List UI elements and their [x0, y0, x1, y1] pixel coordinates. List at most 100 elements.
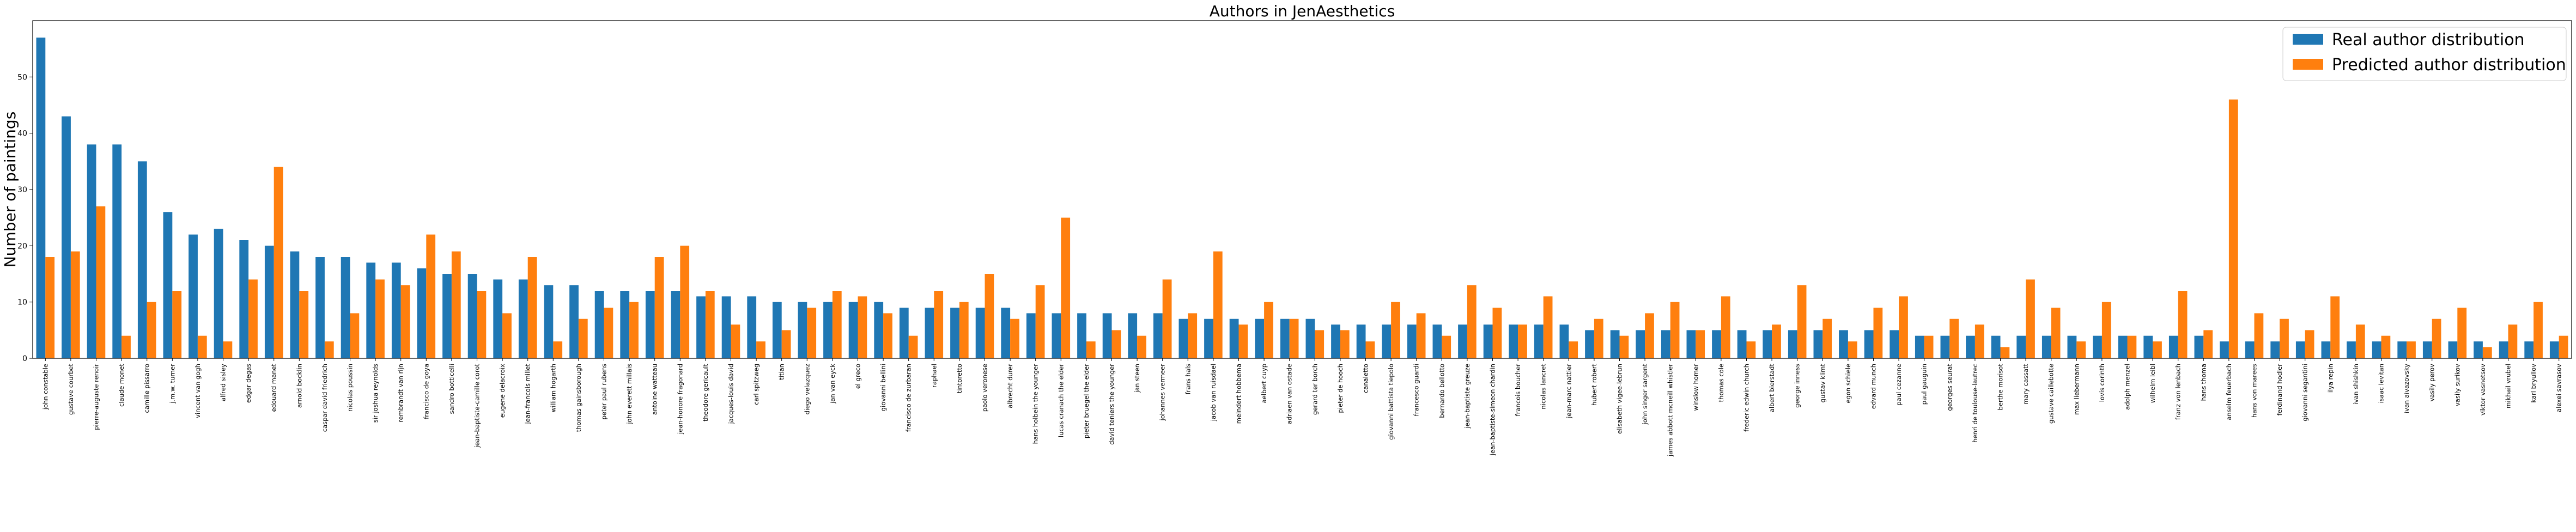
x-tick-label: paul cezanne — [1895, 364, 1903, 406]
predicted-bar — [2381, 335, 2391, 358]
predicted-bar — [451, 251, 461, 358]
x-tick-label: george inness — [1794, 364, 1801, 408]
predicted-bar — [121, 335, 131, 358]
real-bar — [1280, 319, 1290, 358]
predicted-bar — [1035, 285, 1045, 358]
x-tick-label: henri de toulouse-lautrec — [1971, 364, 1979, 443]
x-tick-label: mary cassatt — [2022, 364, 2030, 405]
x-axis-ticks: john constable gustave courbet pierre-augu… — [41, 358, 2563, 457]
real-bar — [1686, 330, 1696, 358]
predicted-bar — [1162, 279, 1172, 358]
x-tick-label: rembrandt van rijn — [397, 364, 405, 423]
y-tick-label: 30 — [17, 186, 27, 194]
x-tick-label: nicolas lancret — [1540, 364, 1547, 409]
predicted-bar — [350, 313, 360, 358]
predicted-bar — [2432, 319, 2441, 358]
predicted-bar — [807, 308, 817, 358]
predicted-bar — [1061, 217, 1071, 358]
x-tick-label: el greco — [854, 364, 862, 389]
predicted-bar — [375, 279, 385, 358]
x-tick-label: titian — [778, 364, 786, 380]
real-bar — [696, 296, 706, 358]
real-bar — [2245, 341, 2255, 358]
real-bar — [467, 274, 477, 358]
predicted-bar — [2228, 99, 2238, 359]
predicted-bar — [45, 257, 55, 358]
predicted-bar — [1340, 330, 1350, 358]
real-bar — [2194, 335, 2204, 358]
x-tick-label: viktor vasnetsov — [2479, 364, 2487, 415]
predicted-bar — [731, 325, 740, 358]
predicted-bar — [1492, 308, 1502, 358]
x-tick-label: lucas cranach the elder — [1057, 364, 1065, 437]
x-tick-label: winslow homer — [1692, 364, 1699, 411]
legend-label-predicted: Predicted author distribution — [2332, 56, 2566, 75]
x-tick-label: max liebermann — [2073, 364, 2080, 415]
y-tick-label: 40 — [17, 130, 27, 138]
x-tick-label: frederic edwin church — [1743, 364, 1751, 432]
x-tick-label: john singer sargent — [1641, 364, 1649, 425]
predicted-bar — [1721, 296, 1730, 358]
predicted-bar — [2127, 335, 2137, 358]
predicted-bar — [959, 302, 969, 358]
real-bar — [1331, 325, 1340, 358]
real-bar — [1788, 330, 1797, 358]
y-tick-label: 0 — [22, 354, 27, 363]
x-tick-label: giovanni battista tiepolo — [1387, 364, 1395, 440]
x-tick-label: giovanni segantini — [2301, 364, 2309, 421]
real-bar — [925, 308, 934, 358]
x-tick-label: edvard munch — [1870, 364, 1878, 409]
real-bar — [2016, 335, 2026, 358]
real-bar — [2499, 341, 2508, 358]
predicted-bar — [832, 291, 842, 358]
predicted-bar — [1974, 325, 1984, 358]
predicted-bar — [1670, 302, 1680, 358]
real-bar — [2168, 335, 2178, 358]
y-tick-label: 10 — [17, 298, 27, 307]
real-bar — [1483, 325, 1493, 358]
predicted-bar — [553, 341, 563, 358]
x-tick-label: pierre-auguste renoir — [93, 364, 100, 430]
real-bar — [87, 144, 96, 358]
x-tick-label: wilhelm leibl — [2149, 364, 2156, 403]
x-tick-label: canaletto — [1362, 364, 1370, 393]
predicted-bar — [2026, 279, 2035, 358]
predicted-bar — [1848, 341, 1857, 358]
predicted-bar — [324, 341, 334, 358]
real-bar — [112, 144, 122, 358]
real-bar — [1661, 330, 1670, 358]
x-tick-label: pieter bruegel the elder — [1083, 364, 1090, 438]
predicted-bar — [2101, 302, 2111, 358]
real-bar — [2270, 341, 2280, 358]
predicted-bar — [2076, 341, 2086, 358]
real-bar — [1255, 319, 1265, 358]
predicted-bar — [1086, 341, 1096, 358]
real-bar — [2220, 341, 2229, 358]
real-bar — [950, 308, 959, 358]
x-tick-label: ivan shishkin — [2352, 364, 2360, 405]
x-tick-label: jean-marc nattier — [1565, 364, 1572, 419]
real-bar — [1382, 325, 1392, 358]
predicted-bar — [2305, 330, 2314, 358]
predicted-bar — [1264, 302, 1273, 358]
predicted-bar — [426, 234, 436, 358]
predicted-bar — [908, 335, 918, 358]
real-bar — [2321, 341, 2331, 358]
predicted-bar — [1594, 319, 1603, 358]
predicted-bar — [2178, 291, 2188, 358]
x-tick-label: peter paul rubens — [600, 364, 608, 420]
real-bar — [36, 38, 46, 358]
predicted-bar — [1213, 251, 1223, 358]
real-bar — [417, 268, 427, 358]
predicted-bar — [1619, 335, 1629, 358]
x-tick-label: isaac levitan — [2378, 364, 2385, 403]
x-tick-label: arnold bocklin — [295, 364, 303, 408]
chart-title: Authors in JenAesthetics — [1210, 2, 1395, 20]
x-tick-label: jean-baptiste-simeon chardin — [1489, 364, 1497, 456]
real-bar — [1102, 313, 1112, 358]
predicted-bar — [1467, 285, 1477, 358]
predicted-bar — [2482, 347, 2492, 358]
x-tick-label: edgar degas — [245, 364, 252, 403]
